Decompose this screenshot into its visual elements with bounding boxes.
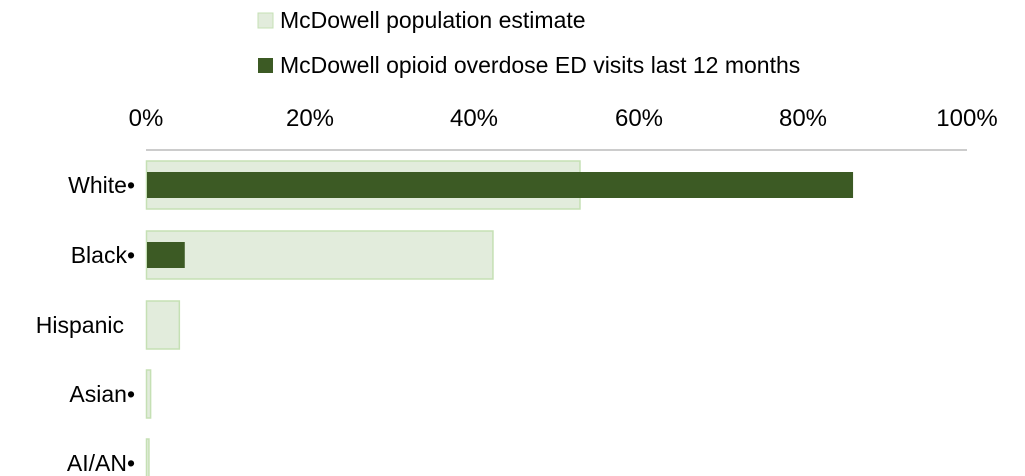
legend-label-population: McDowell population estimate [280, 7, 586, 33]
category-label-asian: Asian• [69, 381, 135, 407]
tick-label-0: 0% [129, 105, 164, 132]
x-axis: 0% 20% 40% 60% 80% 100% [129, 105, 998, 151]
category-label-hispanic: Hispanic [36, 312, 124, 338]
bar-population-asian [145, 369, 152, 419]
category-label-white: White• [68, 172, 135, 198]
bar-ed-visits-black [147, 242, 185, 268]
tick-label-80: 80% [779, 105, 827, 132]
legend-swatch-population [257, 12, 274, 29]
category-labels: White• Black• Hispanic Asian• AI/AN• [36, 172, 135, 476]
bar-population-aian [145, 438, 150, 476]
category-label-black: Black• [71, 242, 135, 268]
legend-swatch-ed-visits [258, 58, 273, 73]
bar-ed-visits-white [147, 172, 854, 198]
tick-label-20: 20% [286, 105, 334, 132]
tick-label-100: 100% [936, 105, 997, 132]
bar-population-black [145, 230, 494, 280]
legend-label-ed-visits: McDowell opioid overdose ED visits last … [280, 52, 800, 78]
legend: McDowell population estimate McDowell op… [257, 7, 800, 78]
category-label-aian: AI/AN• [67, 450, 135, 476]
tick-label-60: 60% [615, 105, 663, 132]
tick-label-40: 40% [450, 105, 498, 132]
bars [145, 160, 854, 476]
bar-population-hispanic [145, 300, 181, 350]
